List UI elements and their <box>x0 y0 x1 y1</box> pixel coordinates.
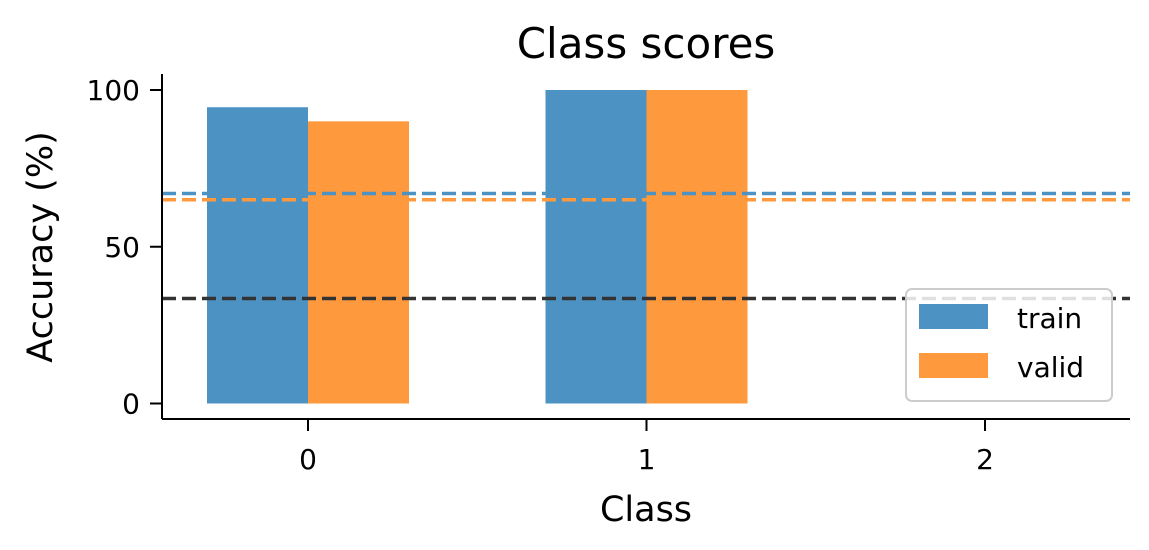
y-axis-label: Accuracy (%) <box>21 131 61 362</box>
legend-label-train: train <box>1017 302 1082 335</box>
y-tick-label: 100 <box>87 74 140 107</box>
bar-train-class-0 <box>207 107 308 404</box>
legend-label-valid: valid <box>1017 351 1084 384</box>
legend: train valid <box>905 288 1113 402</box>
bar-valid-class-1 <box>646 90 748 404</box>
x-tick-label: 0 <box>299 443 317 476</box>
plot-area: 0 50 100 0 1 2 <box>87 74 1130 476</box>
y-tick-label: 50 <box>104 231 140 264</box>
legend-swatch-train <box>919 304 988 329</box>
legend-swatch-valid <box>919 353 988 378</box>
bar-train-class-1 <box>545 90 647 404</box>
y-tick-label: 0 <box>122 388 140 421</box>
bar-valid-class-0 <box>308 121 409 404</box>
x-axis-label: Class <box>600 490 692 530</box>
x-tick-label: 1 <box>638 443 656 476</box>
chart-title: Class scores <box>517 19 776 68</box>
x-tick-label: 2 <box>976 443 994 476</box>
